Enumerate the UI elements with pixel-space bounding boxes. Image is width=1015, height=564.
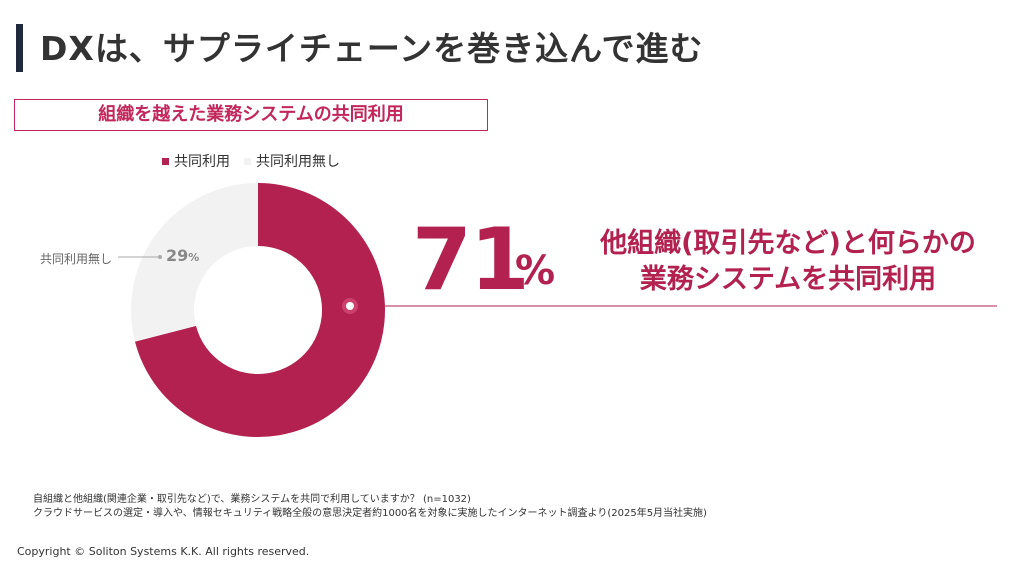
highlight-text-line2: 業務システムを共同利用 (639, 264, 937, 295)
subtitle: 組織を越えた業務システムの共同利用 (98, 104, 404, 125)
slice-not-shared (131, 183, 258, 342)
title-accent-bar (16, 24, 23, 72)
slice-value-unit: % (188, 251, 200, 264)
slice-value-not-shared: 29% (166, 246, 199, 265)
slice-value-number: 29 (166, 246, 189, 265)
callout-dot (346, 302, 354, 310)
subtitle-box: 組織を越えた業務システムの共同利用 (14, 99, 488, 131)
legend-item-shared: 共同利用 (162, 151, 230, 171)
footnote-method: クラウドサービスの選定・導入や、情報セキュリティ戦略全般の意思決定者約1000名… (33, 508, 707, 519)
slice-shared (134, 183, 385, 438)
chart-legend: 共同利用 共同利用無し (162, 151, 340, 171)
footnotes: 自組織と他組織(関連企業・取引先など)で、業務システムを共同で利用していますか？… (33, 493, 707, 521)
copyright: Copyright © Soliton Systems K.K. All rig… (17, 545, 310, 558)
highlight-unit: % (515, 248, 556, 294)
highlight-text: 他組織(取引先など)と何らかの 業務システムを共同利用 (568, 226, 1008, 298)
legend-swatch-shared (162, 157, 169, 165)
legend-label-not-shared: 共同利用無し (256, 154, 340, 170)
page-title: DXは、サプライチェーンを巻き込んで進む (40, 29, 704, 68)
legend-swatch-not-shared (244, 157, 251, 165)
legend-item-not-shared: 共同利用無し (244, 151, 340, 171)
slice-label-not-shared: 共同利用無し (40, 252, 113, 266)
highlight-value: 71 (412, 210, 530, 310)
highlight-text-line1: 他組織(取引先など)と何らかの (600, 228, 976, 259)
side-label-dot (158, 255, 162, 259)
donut-slices (131, 183, 385, 438)
footnote-question: 自組織と他組織(関連企業・取引先など)で、業務システムを共同で利用していますか？… (33, 494, 471, 505)
legend-label-shared: 共同利用 (174, 154, 230, 170)
